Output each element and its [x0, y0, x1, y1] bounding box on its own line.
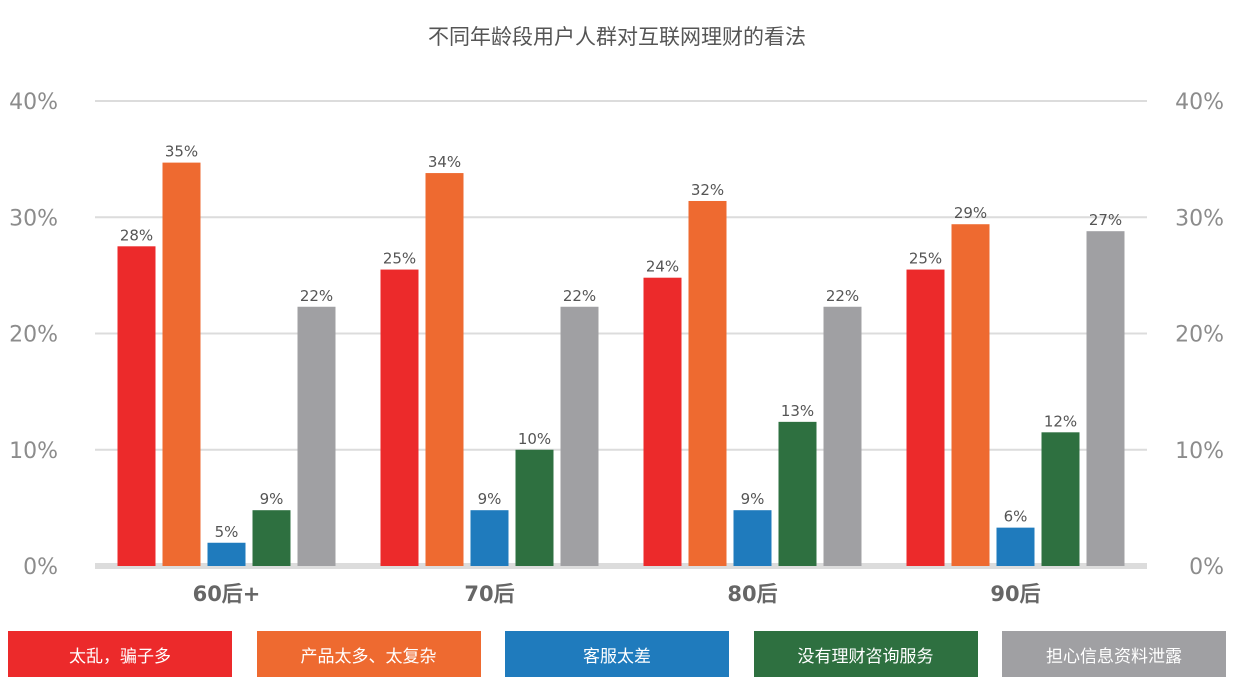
bar — [906, 269, 945, 566]
data-label: 28% — [120, 226, 153, 244]
data-label: 13% — [781, 402, 814, 420]
legend-item: 产品太多、太复杂 — [256, 631, 481, 677]
y-tick-label-left: 30% — [9, 206, 58, 231]
y-tick-label-left: 0% — [23, 555, 58, 580]
data-label: 10% — [518, 430, 551, 448]
bar — [643, 277, 682, 566]
bar — [560, 306, 599, 566]
bar — [823, 306, 862, 566]
x-tick-label: 90后 — [990, 582, 1040, 606]
bar — [380, 269, 419, 566]
bar — [996, 527, 1035, 566]
bar — [117, 246, 156, 566]
bar — [1086, 231, 1125, 566]
data-label: 32% — [691, 181, 724, 199]
y-tick-label-right: 30% — [1175, 206, 1224, 231]
bar — [252, 510, 291, 566]
bar — [515, 449, 554, 566]
data-label: 22% — [300, 287, 333, 305]
bar — [688, 200, 727, 566]
data-label: 34% — [428, 153, 461, 171]
y-tick-label-left: 40% — [9, 90, 58, 115]
bar — [1041, 432, 1080, 566]
data-label: 25% — [383, 250, 416, 268]
y-tick-label-right: 20% — [1175, 323, 1224, 348]
legend-item: 担心信息资料泄露 — [1002, 631, 1226, 677]
legend-item: 客服太差 — [505, 631, 729, 677]
bar — [297, 306, 336, 566]
data-label: 22% — [563, 287, 596, 305]
data-label: 35% — [165, 143, 198, 161]
data-label: 6% — [1004, 508, 1028, 526]
y-tick-label-left: 20% — [9, 323, 58, 348]
data-labels: 28% 35% 5% 9% 22% 25% 34% 9% 10% 22% 24% 32% 9% 13% 22… — [120, 143, 1122, 541]
bar — [162, 162, 201, 567]
x-axis: 60后+ 70后 80后 90后 — [193, 582, 1041, 606]
x-tick-label: 60后+ — [193, 582, 261, 606]
bars — [117, 162, 1125, 567]
bar — [207, 542, 246, 566]
x-tick-label: 70后 — [464, 582, 514, 606]
bar — [733, 510, 772, 566]
chart-title: 不同年龄段用户人群对互联网理财的看法 — [428, 25, 806, 49]
legend-item: 太乱，骗子多 — [8, 631, 232, 677]
y-tick-label-right: 10% — [1175, 439, 1224, 464]
data-label: 9% — [741, 490, 765, 508]
bar — [778, 421, 817, 566]
data-label: 29% — [954, 204, 987, 222]
bar — [470, 510, 509, 566]
data-label: 5% — [215, 523, 239, 541]
y-tick-label-right: 40% — [1175, 90, 1224, 115]
legend-item: 没有理财咨询服务 — [753, 631, 978, 677]
bar — [425, 173, 464, 566]
data-label: 12% — [1044, 412, 1077, 430]
legend: 太乱，骗子多 产品太多、太复杂 客服太差 没有理财咨询服务 担心信息资料泄露 — [8, 631, 1228, 677]
data-label: 9% — [478, 490, 502, 508]
data-label: 27% — [1089, 211, 1122, 229]
data-label: 25% — [909, 250, 942, 268]
y-axis-right: 0% 10% 20% 30% 40% — [1175, 90, 1224, 580]
data-label: 22% — [826, 287, 859, 305]
x-tick-label: 80后 — [727, 582, 777, 606]
y-tick-label-right: 0% — [1189, 555, 1224, 580]
y-tick-label-left: 10% — [9, 439, 58, 464]
data-label: 9% — [260, 490, 284, 508]
data-label: 24% — [646, 258, 679, 276]
bar — [951, 224, 990, 566]
y-axis-left: 0% 10% 20% 30% 40% — [9, 90, 58, 580]
